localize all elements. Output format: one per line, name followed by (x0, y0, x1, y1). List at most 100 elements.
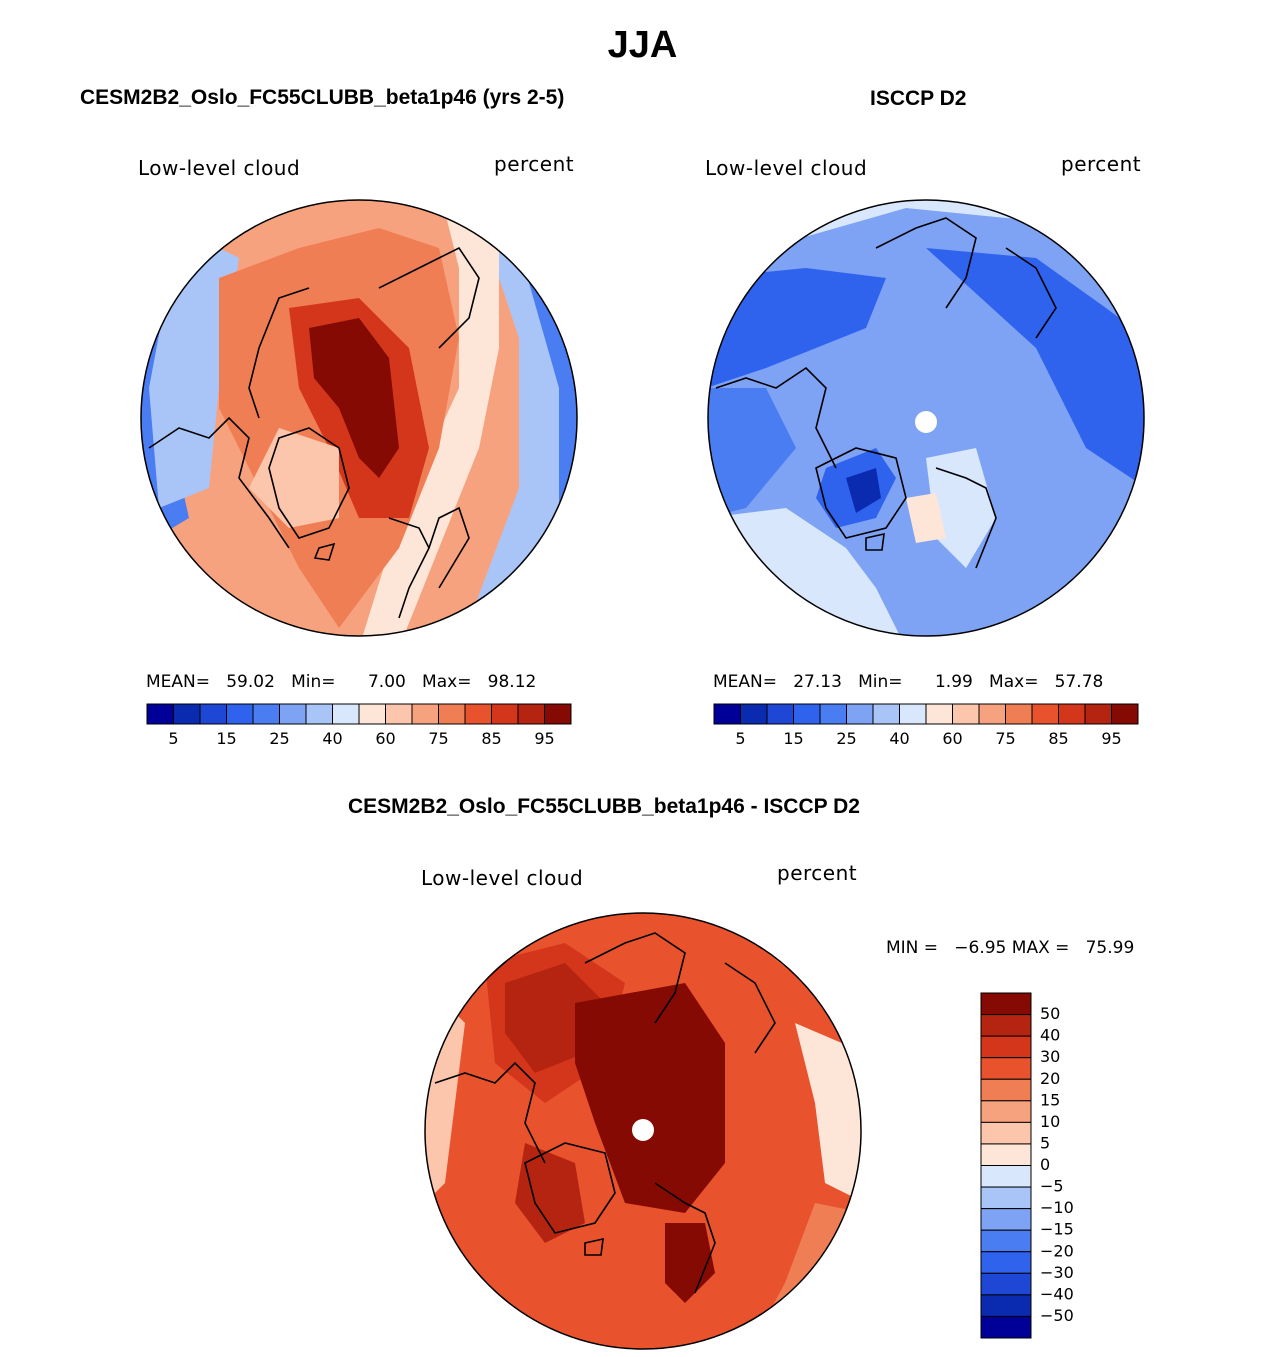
panel3-field-greenland (515, 1143, 585, 1243)
panel1-colorbar-tick-label: 60 (375, 729, 395, 748)
panel3-title: CESM2B2_Oslo_FC55CLUBB_beta1p46 - ISCCP … (348, 795, 860, 818)
panel2-max-value: 57.78 (1054, 672, 1104, 692)
panel3-colorbar-box (980, 1100, 1032, 1123)
panel2-stats: MEAN= 27.13 Min= 1.99 Max= 57.78 (713, 672, 1103, 692)
panel1-colorbar: 5 15 25 40 60 75 85 95 (146, 703, 572, 748)
panel1-units-label: percent (494, 152, 575, 176)
panel1-variable-label: Low-level cloud (138, 156, 301, 180)
panel3-colorbar-tick-label: −50 (1040, 1306, 1074, 1325)
panel2-colorbar: 5 15 25 40 60 75 85 95 (713, 703, 1139, 748)
panel3-colorbar-box (980, 1294, 1032, 1317)
panel1-colorbar-box (544, 703, 572, 725)
panel2-colorbar-box (1111, 703, 1139, 725)
panel1-map (140, 199, 578, 637)
panel1-max-label: Max= (422, 672, 472, 692)
panel3-colorbar-box (980, 1078, 1032, 1102)
panel3-map-border (424, 912, 862, 1350)
panel2-colorbar-box (952, 703, 980, 725)
panel1-colorbar-box (199, 703, 227, 725)
panel3-colorbar-box (980, 1165, 1032, 1188)
panel3-colorbar-box (980, 1272, 1032, 1296)
panel2-mean-label: MEAN= (713, 672, 777, 692)
panel3-colorbar-box (980, 1035, 1032, 1059)
panel2-colorbar-box (899, 703, 927, 725)
panel3-colorbar-tick-label: 5 (1040, 1133, 1050, 1152)
panel2-colorbar-box (978, 703, 1006, 725)
panel2-max-label: Max= (989, 672, 1039, 692)
panel1-min-value: 7.00 (367, 672, 406, 692)
panel1-field-east-light (359, 200, 499, 636)
panel1-colorbar-tick-label: 95 (534, 729, 554, 748)
panel2-field-light-patch (906, 493, 946, 543)
panel2-colorbar-box (1031, 703, 1059, 725)
panel3-colorbar-box (980, 1014, 1032, 1037)
panel1-colorbar-tick-label: 15 (216, 729, 236, 748)
panel2-coastlines (715, 217, 1057, 569)
panel1-colorbar-box (332, 703, 360, 725)
panel3-colorbar-tick-label: −15 (1040, 1220, 1074, 1239)
panel2-variable-label: Low-level cloud (705, 156, 868, 180)
panel3-colorbar-box (980, 1186, 1032, 1210)
panel1-colorbar-tick-label: 85 (481, 729, 501, 748)
panel2-mean-value: 27.13 (793, 672, 842, 692)
panel3-field-east-light (795, 1023, 861, 1203)
panel1-colorbar-box (438, 703, 466, 725)
panel3-map (424, 912, 862, 1350)
panel2-field-pacific (708, 268, 886, 388)
panel3-max-label: MAX = (1011, 938, 1070, 958)
panel3-colorbar-tick-label: −5 (1040, 1177, 1064, 1196)
panel2-min-value: 1.99 (934, 672, 973, 692)
panel2-colorbar-tick-label: 25 (836, 729, 856, 748)
panel1-mean-value: 59.02 (226, 672, 275, 692)
panel3-colorbar-tick-label: −30 (1040, 1263, 1074, 1282)
panel3-colorbar-tick-label: −20 (1040, 1241, 1074, 1260)
panel3-units-label: percent (777, 861, 858, 885)
panel1-map-border (140, 199, 578, 637)
panel2-map (707, 199, 1145, 637)
panel2-colorbar-box (1058, 703, 1086, 725)
panel3-variable-label: Low-level cloud (421, 866, 584, 890)
panel1-colorbar-box (173, 703, 201, 725)
panel1-colorbar-box (279, 703, 307, 725)
panel1-colorbar-tick-label: 5 (168, 729, 178, 748)
panel2-colorbar-box (819, 703, 847, 725)
panel3-colorbar-tick-label: 20 (1040, 1069, 1060, 1088)
panel3-colorbar-box (980, 992, 1032, 1016)
panel3-pole-mask (632, 1119, 654, 1141)
panel1-min-label: Min= (291, 672, 336, 692)
figure-title: JJA (607, 24, 678, 66)
panel3-colorbar-tick-label: −40 (1040, 1284, 1074, 1303)
panel3-colorbar-tick-label: −10 (1040, 1198, 1074, 1217)
panel3-min-value: −6.95 (954, 938, 1007, 958)
panel1-colorbar-box (226, 703, 254, 725)
panel3-field-arctic-max (575, 983, 725, 1213)
panel3-coastlines (434, 932, 776, 1294)
panel2-colorbar-tick-label: 60 (942, 729, 962, 748)
panel3-colorbar-tick-label: 10 (1040, 1112, 1060, 1131)
panel2-colorbar-box (872, 703, 900, 725)
panel1-stats: MEAN= 59.02 Min= 7.00 Max= 98.12 (146, 672, 536, 692)
panel3-colorbar-tick-label: 50 (1040, 1004, 1060, 1023)
panel1-colorbar-box (305, 703, 333, 725)
panel3-colorbar-box (980, 1143, 1032, 1166)
panel1-coastlines (148, 246, 480, 619)
panel1-colorbar-box (385, 703, 413, 725)
panel1-colorbar-box (358, 703, 386, 725)
panel2-colorbar-tick-label: 40 (889, 729, 909, 748)
panel1-colorbar-box (146, 703, 174, 725)
panel2-min-label: Min= (858, 672, 903, 692)
panel2-colorbar-box (713, 703, 741, 725)
panel3-colorbar-box (980, 1251, 1032, 1274)
panel1-colorbar-box (491, 703, 519, 725)
panel2-colorbar-box (740, 703, 768, 725)
panel2-colorbar-box (1084, 703, 1112, 725)
panel1-title: CESM2B2_Oslo_FC55CLUBB_beta1p46 (yrs 2-5… (80, 86, 565, 109)
panel2-colorbar-tick-label: 15 (783, 729, 803, 748)
panel2-colorbar-box (793, 703, 821, 725)
panel3-colorbar-tick-label: 15 (1040, 1090, 1060, 1109)
panel2-field-east (926, 248, 1144, 488)
panel2-colorbar-tick-label: 85 (1048, 729, 1068, 748)
panel1-colorbar-tick-label: 75 (428, 729, 448, 748)
panel2-colorbar-tick-label: 75 (995, 729, 1015, 748)
panel2-pole-mask (915, 411, 937, 433)
